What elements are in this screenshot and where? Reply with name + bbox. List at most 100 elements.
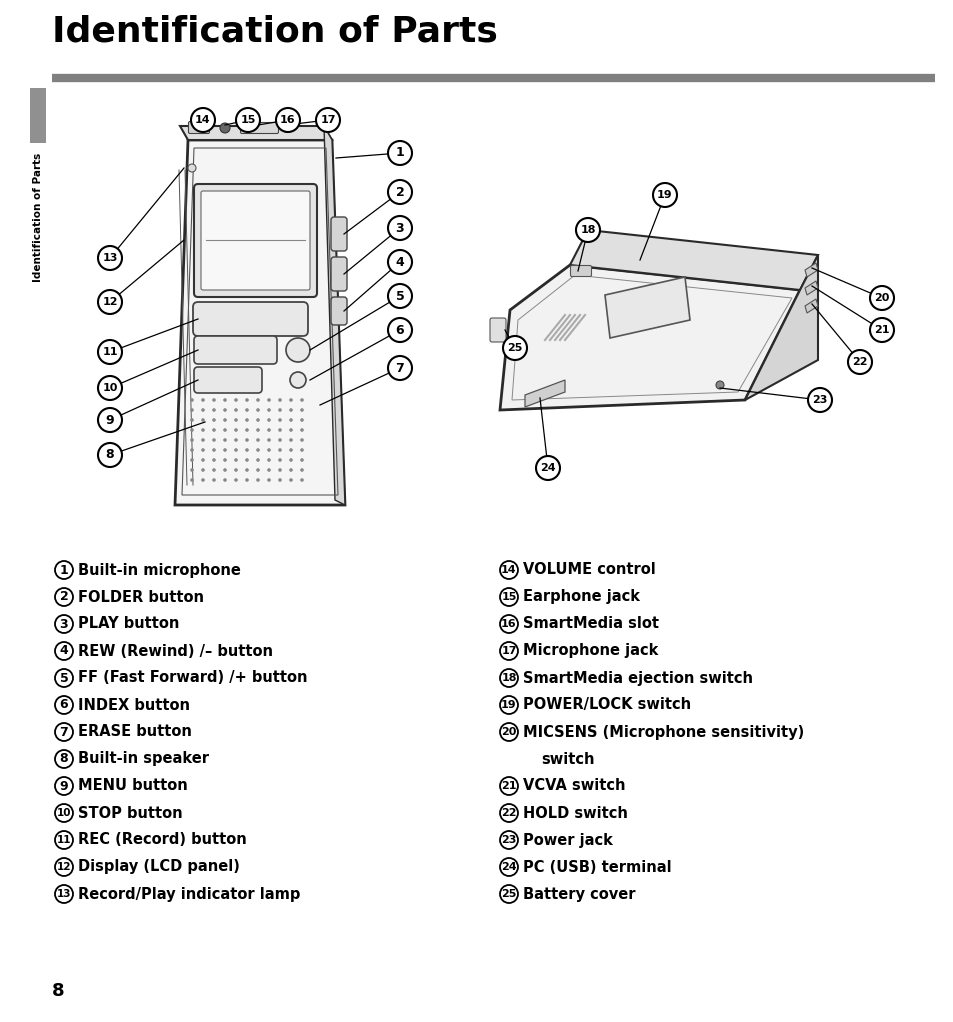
- Circle shape: [315, 108, 339, 132]
- Text: POWER/LOCK switch: POWER/LOCK switch: [522, 697, 690, 712]
- Text: 17: 17: [320, 115, 335, 125]
- Circle shape: [502, 336, 526, 360]
- Text: 25: 25: [500, 889, 517, 899]
- Circle shape: [55, 588, 73, 606]
- Circle shape: [55, 561, 73, 579]
- Text: 9: 9: [106, 414, 114, 426]
- Text: 17: 17: [500, 646, 517, 656]
- Text: PC (USB) terminal: PC (USB) terminal: [522, 860, 671, 875]
- Circle shape: [201, 399, 205, 402]
- Circle shape: [289, 478, 293, 481]
- Circle shape: [233, 449, 237, 452]
- Circle shape: [275, 108, 299, 132]
- Circle shape: [55, 858, 73, 876]
- Circle shape: [300, 428, 303, 432]
- Text: 8: 8: [60, 752, 69, 765]
- Text: Built-in speaker: Built-in speaker: [78, 751, 209, 766]
- Circle shape: [201, 468, 205, 472]
- Circle shape: [98, 376, 122, 400]
- Circle shape: [201, 458, 205, 462]
- Circle shape: [300, 478, 303, 481]
- Circle shape: [256, 399, 259, 402]
- Circle shape: [190, 478, 193, 481]
- Circle shape: [55, 696, 73, 714]
- Circle shape: [98, 443, 122, 467]
- Circle shape: [220, 123, 230, 133]
- Circle shape: [278, 478, 281, 481]
- Circle shape: [289, 468, 293, 472]
- Circle shape: [278, 408, 281, 412]
- Circle shape: [388, 180, 412, 204]
- Text: REW (Rewind) /– button: REW (Rewind) /– button: [78, 644, 273, 658]
- Circle shape: [190, 408, 193, 412]
- Circle shape: [98, 408, 122, 432]
- Text: 6: 6: [395, 324, 404, 336]
- Circle shape: [233, 428, 237, 432]
- Circle shape: [98, 340, 122, 364]
- Text: 15: 15: [500, 592, 517, 602]
- Text: MICSENS (Microphone sensitivity): MICSENS (Microphone sensitivity): [522, 725, 803, 740]
- Circle shape: [212, 468, 215, 472]
- Text: 10: 10: [102, 383, 117, 393]
- Circle shape: [245, 428, 249, 432]
- Circle shape: [282, 124, 290, 132]
- Circle shape: [245, 418, 249, 422]
- Text: 16: 16: [500, 619, 517, 629]
- Polygon shape: [804, 299, 817, 313]
- Circle shape: [267, 408, 271, 412]
- Circle shape: [300, 408, 303, 412]
- Text: 22: 22: [851, 357, 867, 367]
- Circle shape: [212, 408, 215, 412]
- Circle shape: [278, 399, 281, 402]
- Text: 8: 8: [52, 982, 65, 1000]
- Circle shape: [267, 468, 271, 472]
- Text: 13: 13: [102, 253, 117, 263]
- FancyBboxPatch shape: [490, 318, 505, 342]
- Text: 5: 5: [395, 289, 404, 303]
- Circle shape: [499, 561, 517, 579]
- Text: Power jack: Power jack: [522, 833, 612, 847]
- Circle shape: [212, 458, 215, 462]
- Text: 11: 11: [56, 835, 71, 845]
- Text: 19: 19: [657, 190, 672, 200]
- Circle shape: [289, 458, 293, 462]
- Polygon shape: [524, 380, 564, 407]
- Circle shape: [289, 408, 293, 412]
- Circle shape: [190, 449, 193, 452]
- Circle shape: [212, 428, 215, 432]
- Text: 14: 14: [195, 115, 211, 125]
- Text: 19: 19: [500, 700, 517, 710]
- Text: 9: 9: [60, 780, 69, 792]
- Text: 7: 7: [395, 362, 404, 374]
- FancyBboxPatch shape: [201, 191, 310, 290]
- Text: STOP button: STOP button: [78, 805, 182, 821]
- Circle shape: [233, 399, 237, 402]
- Circle shape: [201, 428, 205, 432]
- Text: 22: 22: [500, 808, 517, 818]
- Circle shape: [201, 478, 205, 481]
- Text: 14: 14: [500, 565, 517, 575]
- Text: 2: 2: [59, 591, 69, 604]
- Circle shape: [278, 468, 281, 472]
- Circle shape: [716, 381, 723, 389]
- Circle shape: [256, 408, 259, 412]
- Text: Microphone jack: Microphone jack: [522, 644, 658, 658]
- Circle shape: [233, 408, 237, 412]
- Polygon shape: [174, 140, 345, 505]
- Text: FF (Fast Forward) /+ button: FF (Fast Forward) /+ button: [78, 670, 307, 686]
- Circle shape: [289, 399, 293, 402]
- Text: 1: 1: [59, 563, 69, 576]
- Circle shape: [536, 456, 559, 480]
- Text: 6: 6: [60, 698, 69, 711]
- Circle shape: [576, 218, 599, 242]
- Circle shape: [290, 372, 306, 388]
- Circle shape: [190, 458, 193, 462]
- Circle shape: [201, 418, 205, 422]
- Circle shape: [388, 250, 412, 274]
- Circle shape: [499, 669, 517, 687]
- Circle shape: [223, 399, 227, 402]
- Circle shape: [233, 418, 237, 422]
- Text: 18: 18: [500, 673, 517, 683]
- Text: VCVA switch: VCVA switch: [522, 779, 625, 793]
- Text: SmartMedia ejection switch: SmartMedia ejection switch: [522, 670, 752, 686]
